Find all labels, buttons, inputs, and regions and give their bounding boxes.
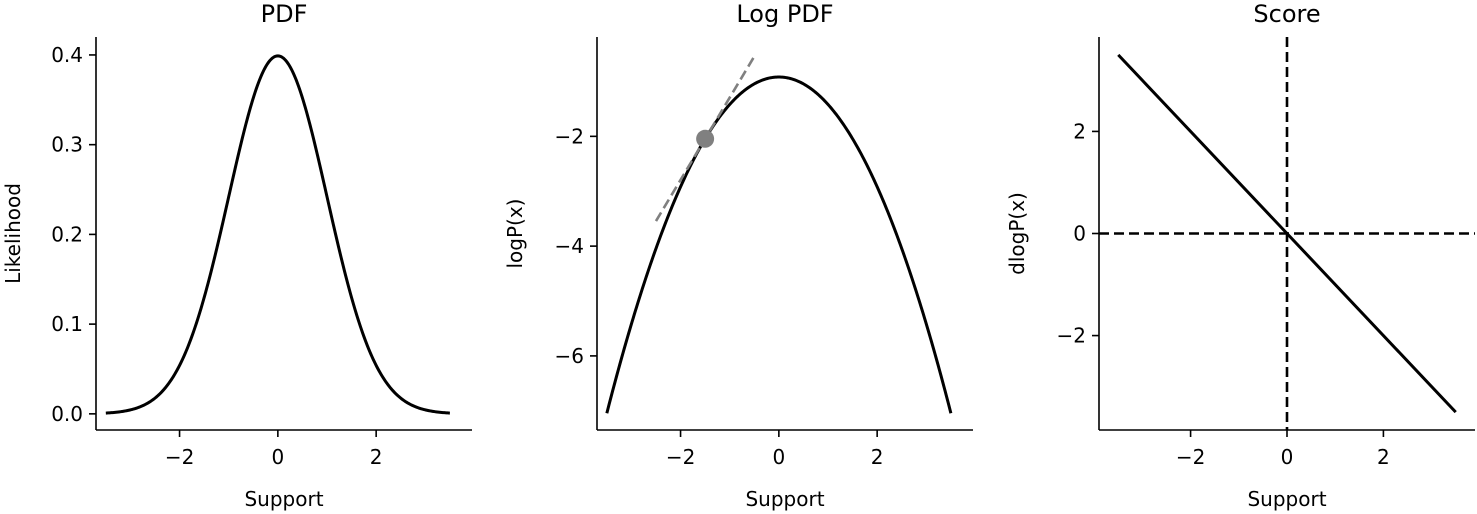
pdf-y-tick-label: 0.1 xyxy=(51,312,83,336)
pdf-curve xyxy=(105,54,450,415)
pdf-x-tick-label: 2 xyxy=(370,445,383,469)
log-pdf-title: Log PDF xyxy=(736,0,833,28)
pdf-y-tick-label: 0.3 xyxy=(51,133,83,157)
log-pdf-y-tick-label: −4 xyxy=(555,234,584,258)
pdf-title: PDF xyxy=(261,0,308,28)
log-pdf-x-tick-label: 2 xyxy=(871,445,884,469)
pdf-y-tick-label: 0.0 xyxy=(51,402,83,426)
score-x-tick-label: −2 xyxy=(1176,445,1205,469)
score-y-label: dlogP(x) xyxy=(1005,192,1029,275)
log-pdf-x-label: Support xyxy=(745,487,824,511)
score-x-tick-label: 2 xyxy=(1377,445,1390,469)
score-x-label: Support xyxy=(1247,487,1326,511)
pdf-y-tick-label: 0.2 xyxy=(51,222,83,246)
score-curve xyxy=(1117,53,1457,414)
log-pdf-x-tick-label: 0 xyxy=(772,445,785,469)
score-y-tick-label: 2 xyxy=(1073,119,1086,143)
pdf-y-tick-label: 0.4 xyxy=(51,43,83,67)
pdf-x-label: Support xyxy=(244,487,323,511)
pdf-x-tick-label: 0 xyxy=(271,445,284,469)
pdf-y-label: Likelihood xyxy=(1,183,25,284)
score-panel: Score −2 0 2 −2 0 2 Support dlogP(x) xyxy=(1005,0,1475,511)
pdf-x-tick-label: −2 xyxy=(165,445,194,469)
score-y-tick-label: 0 xyxy=(1073,222,1086,246)
score-y-tick-label: −2 xyxy=(1057,324,1086,348)
log-pdf-y-tick-label: −6 xyxy=(555,344,584,368)
log-pdf-y-tick-label: −2 xyxy=(555,124,584,148)
log-pdf-marker-point xyxy=(696,129,715,148)
score-x-tick-label: 0 xyxy=(1281,445,1294,469)
log-pdf-x-tick-label: −2 xyxy=(666,445,695,469)
log-pdf-curve xyxy=(605,75,953,414)
score-title: Score xyxy=(1253,0,1320,28)
log-pdf-y-label: logP(x) xyxy=(503,199,527,269)
log-pdf-panel: Log PDF −2 0 2 −6 −4 −2 Support logP(x) xyxy=(503,0,973,511)
pdf-panel: PDF −2 0 2 0.0 0.1 0.2 0.3 0.4 Support Likelihood xyxy=(1,0,472,511)
